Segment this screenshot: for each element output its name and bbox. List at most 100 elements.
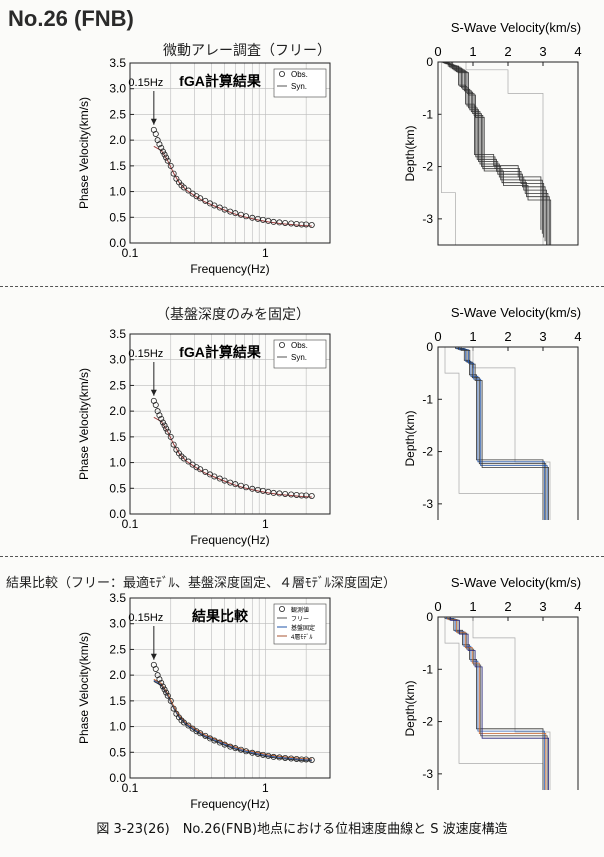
y-tick-label: 1.0 xyxy=(109,185,126,199)
y-tick-label: -1 xyxy=(422,107,433,121)
legend-box xyxy=(273,68,327,98)
y-tick-label: 2.0 xyxy=(109,133,126,147)
observed-point xyxy=(202,468,209,475)
observed-point xyxy=(298,492,305,499)
velocity-model-line xyxy=(446,62,546,242)
x-tick-label: 1 xyxy=(469,599,476,614)
observed-point xyxy=(163,425,170,432)
frequency-annotation: 0.15Hz xyxy=(128,612,163,624)
frequency-annotation: 0.15Hz xyxy=(128,348,163,360)
y-tick-label: 2.0 xyxy=(109,404,126,418)
chart-title: S-Wave Velocity(km/s) xyxy=(451,575,581,590)
velocity-model-line xyxy=(456,347,545,520)
search-range-line xyxy=(444,347,544,520)
observed-point xyxy=(156,412,163,419)
velocity-model-line xyxy=(448,617,548,790)
y-tick-label: 3.0 xyxy=(109,617,126,631)
search-range-line xyxy=(472,347,551,520)
observed-point xyxy=(156,676,163,683)
velocity-model-line xyxy=(452,62,552,245)
velocity-model-line xyxy=(450,617,549,790)
observed-point xyxy=(185,458,192,465)
y-axis-label: Phase Velocity(km/s) xyxy=(77,97,91,209)
legend-box xyxy=(273,603,327,645)
chart-title: 結果比較 xyxy=(192,608,249,624)
observed-point xyxy=(163,154,170,161)
observed-point xyxy=(156,141,163,148)
x-tick-label: 2 xyxy=(504,329,511,344)
observed-point xyxy=(167,433,174,440)
observed-point xyxy=(265,217,272,224)
x-tick-label: 4 xyxy=(574,329,581,344)
y-tick-label: 1.0 xyxy=(109,720,126,734)
legend-marker-obs xyxy=(278,341,285,348)
observed-point xyxy=(276,754,283,761)
observed-point xyxy=(293,220,300,227)
observed-point xyxy=(158,415,165,422)
observed-point xyxy=(265,488,272,495)
observed-point xyxy=(282,754,289,761)
chart-title: S-Wave Velocity(km/s) xyxy=(451,20,581,35)
observed-point xyxy=(216,475,223,482)
observed-point xyxy=(282,219,289,226)
observed-point xyxy=(249,749,256,756)
x-tick-label: 1 xyxy=(262,517,269,531)
y-tick-label: -2 xyxy=(422,445,433,459)
annotation-arrow-head xyxy=(150,118,157,125)
observed-point xyxy=(216,204,223,211)
observed-point xyxy=(243,213,250,220)
x-tick-label: 2 xyxy=(504,599,511,614)
legend-box xyxy=(273,339,327,369)
y-axis-label: Depth(km) xyxy=(403,680,417,736)
y-tick-label: 0.0 xyxy=(109,771,126,785)
y-tick-label: 0 xyxy=(426,610,433,624)
y-tick-label: 1.0 xyxy=(109,456,126,470)
observed-point xyxy=(164,428,171,435)
observed-point xyxy=(197,466,204,473)
observed-point xyxy=(276,219,283,226)
observed-point xyxy=(232,210,239,217)
observed-point xyxy=(167,162,174,169)
observed-point xyxy=(232,745,239,752)
y-tick-label: -2 xyxy=(422,160,433,174)
observed-point xyxy=(152,401,159,408)
plot-frame xyxy=(129,333,331,515)
observed-point xyxy=(216,739,223,746)
observed-point xyxy=(167,697,174,704)
x-axis-label: Frequency(Hz) xyxy=(190,262,269,276)
y-tick-label: -3 xyxy=(422,497,433,511)
x-tick-label: 4 xyxy=(574,44,581,59)
legend-marker-obs xyxy=(278,605,285,612)
observed-point xyxy=(159,419,166,426)
observed-point xyxy=(180,719,187,726)
observed-point xyxy=(180,184,187,191)
y-tick-label: 1.5 xyxy=(109,430,126,444)
observed-point xyxy=(221,477,228,484)
velocity-model-line xyxy=(444,617,544,790)
phase-velocity-chart-free: 0.0 0.5 1.0 1.5 2.0 2.5 3.0 3.5 0.1 1 Frequency(Hz… xyxy=(77,56,331,276)
observed-point xyxy=(303,492,310,499)
legend-marker-obs xyxy=(278,70,285,77)
observed-point xyxy=(185,722,192,729)
velocity-model-line xyxy=(443,62,543,234)
search-range-line xyxy=(465,62,544,245)
section-title-fixed-basement: （基盤深度のみを固定） xyxy=(156,307,310,323)
y-axis-label: Phase Velocity(km/s) xyxy=(77,632,91,744)
observed-point xyxy=(308,492,315,499)
y-tick-label: 1.5 xyxy=(109,159,126,173)
plot-frame xyxy=(437,616,579,790)
observed-point xyxy=(303,221,310,228)
observed-point xyxy=(170,441,177,448)
x-axis-label: Frequency(Hz) xyxy=(190,797,269,811)
observed-point xyxy=(202,197,209,204)
y-tick-label: -3 xyxy=(422,212,433,226)
x-tick-label: 3 xyxy=(539,44,546,59)
y-tick-label: 3.0 xyxy=(109,353,126,367)
figure-caption: 図 3-23(26) No.26(FNB)地点における位相速度曲線と S 波速度… xyxy=(96,822,508,837)
observed-point xyxy=(161,686,168,693)
search-range-line xyxy=(472,617,551,790)
y-tick-label: 2.0 xyxy=(109,668,126,682)
observed-point xyxy=(159,148,166,155)
x-tick-label: 1 xyxy=(262,781,269,795)
y-tick-label: -1 xyxy=(422,392,433,406)
